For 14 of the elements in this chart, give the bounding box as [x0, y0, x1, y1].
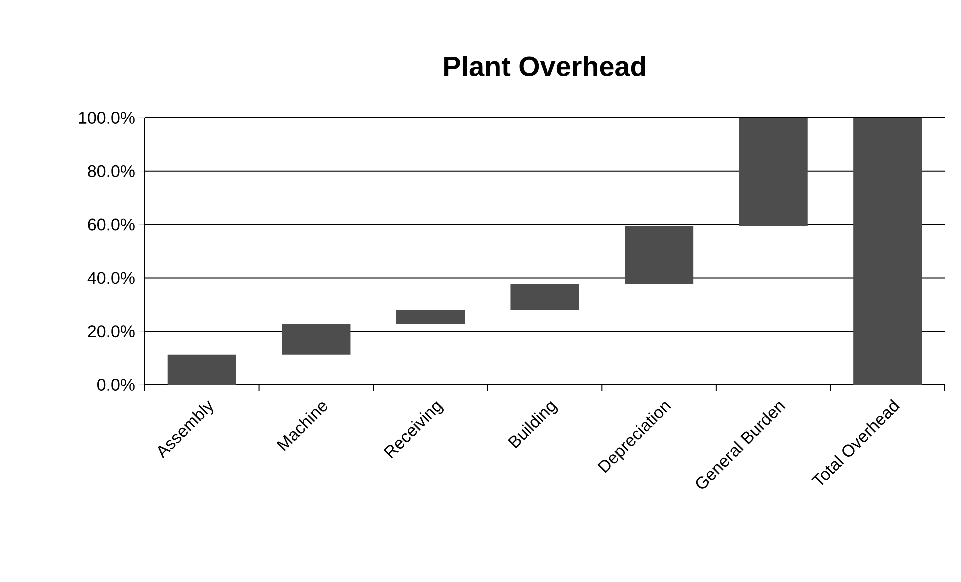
- y-tick-label: 20.0%: [88, 326, 135, 338]
- y-tick-label: 80.0%: [88, 165, 135, 178]
- y-tick-label: 60.0%: [88, 218, 135, 231]
- bar: [396, 310, 466, 324]
- bar: [625, 226, 694, 284]
- bar: [282, 324, 351, 355]
- bar: [510, 284, 580, 310]
- y-tick-label: 100.0%: [79, 112, 135, 124]
- chart-title: Plant Overhead: [444, 56, 646, 76]
- bar: [168, 354, 236, 385]
- bar: [854, 118, 922, 385]
- y-tick-label: 0.0%: [98, 379, 135, 391]
- bar: [739, 118, 808, 226]
- y-tick-label: 40.0%: [88, 272, 135, 284]
